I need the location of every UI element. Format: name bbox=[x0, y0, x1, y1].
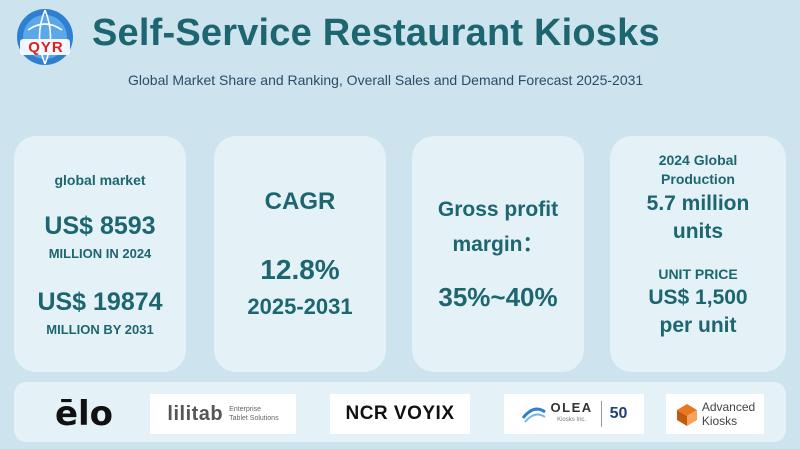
price-unit: per unit bbox=[659, 314, 737, 337]
market-label: global market bbox=[54, 172, 146, 188]
production-card: 2024 Global Production 5.7 million units… bbox=[610, 136, 786, 372]
elo-wordmark: ēlo bbox=[54, 394, 114, 434]
production-label-line2: Production bbox=[661, 171, 735, 187]
margin-value: 35%~40% bbox=[438, 282, 558, 312]
ncr-wordmark: NCR VOYIX bbox=[345, 403, 455, 424]
olea-swoosh-icon bbox=[521, 407, 546, 423]
margin-card: Gross profit margin： 35%~40% bbox=[412, 136, 584, 372]
brand-elo: ēlo bbox=[36, 394, 132, 434]
lilitab-tag-line1: Enterprise bbox=[229, 406, 262, 413]
olea-50-badge: 50 bbox=[609, 405, 628, 422]
olea-sub: Kiosks Inc. bbox=[557, 417, 587, 423]
brand-advanced-kiosks: Advanced Kiosks bbox=[666, 394, 764, 434]
lilitab-tag-line2: Tablet Solutions bbox=[229, 415, 279, 422]
market-unit-2031: MILLION BY 2031 bbox=[46, 322, 154, 337]
cagr-label: CAGR bbox=[264, 188, 336, 215]
production-label-line1: 2024 Global bbox=[658, 152, 738, 168]
brand-ncr-voyix: NCR VOYIX bbox=[330, 394, 470, 434]
cagr-value: 12.8% bbox=[260, 254, 340, 285]
margin-label-line1: Gross profit bbox=[437, 198, 559, 221]
market-unit-2024: MILLION IN 2024 bbox=[48, 246, 152, 261]
brand-olea: OLEA Kiosks Inc. 50 bbox=[504, 394, 644, 434]
advanced-kiosks-logo-icon bbox=[676, 404, 697, 426]
price-label: UNIT PRICE bbox=[658, 266, 738, 282]
page-subtitle: Global Market Share and Ranking, Overall… bbox=[128, 72, 644, 88]
cagr-card: CAGR 12.8% 2025-2031 bbox=[214, 136, 386, 372]
globe-icon bbox=[17, 9, 73, 65]
olea-wordmark: OLEA bbox=[550, 400, 593, 415]
brand-lilitab: lilitab Enterprise Tablet Solutions bbox=[150, 394, 296, 434]
market-value-2031: US$ 19874 bbox=[37, 288, 163, 316]
lilitab-wordmark: lilitab bbox=[167, 402, 224, 425]
production-value-line1: 5.7 million bbox=[646, 192, 750, 215]
market-value-2024: US$ 8593 bbox=[44, 212, 156, 240]
advanced-kiosks-line1: Advanced bbox=[701, 400, 756, 414]
brand-strip: ēlo lilitab Enterprise Tablet Solutions … bbox=[14, 382, 786, 442]
qyr-logo: QYR bbox=[14, 6, 76, 68]
market-card: global market US$ 8593 MILLION IN 2024 U… bbox=[14, 136, 186, 372]
logo-text: QYR bbox=[28, 39, 64, 56]
cagr-period: 2025-2031 bbox=[247, 294, 353, 319]
price-value: US$ 1,500 bbox=[648, 286, 748, 309]
page-title: Self-Service Restaurant Kiosks bbox=[92, 12, 660, 54]
advanced-kiosks-line2: Kiosks bbox=[701, 414, 738, 428]
margin-label-line2: margin： bbox=[452, 233, 544, 256]
production-value-line2: units bbox=[672, 220, 724, 243]
